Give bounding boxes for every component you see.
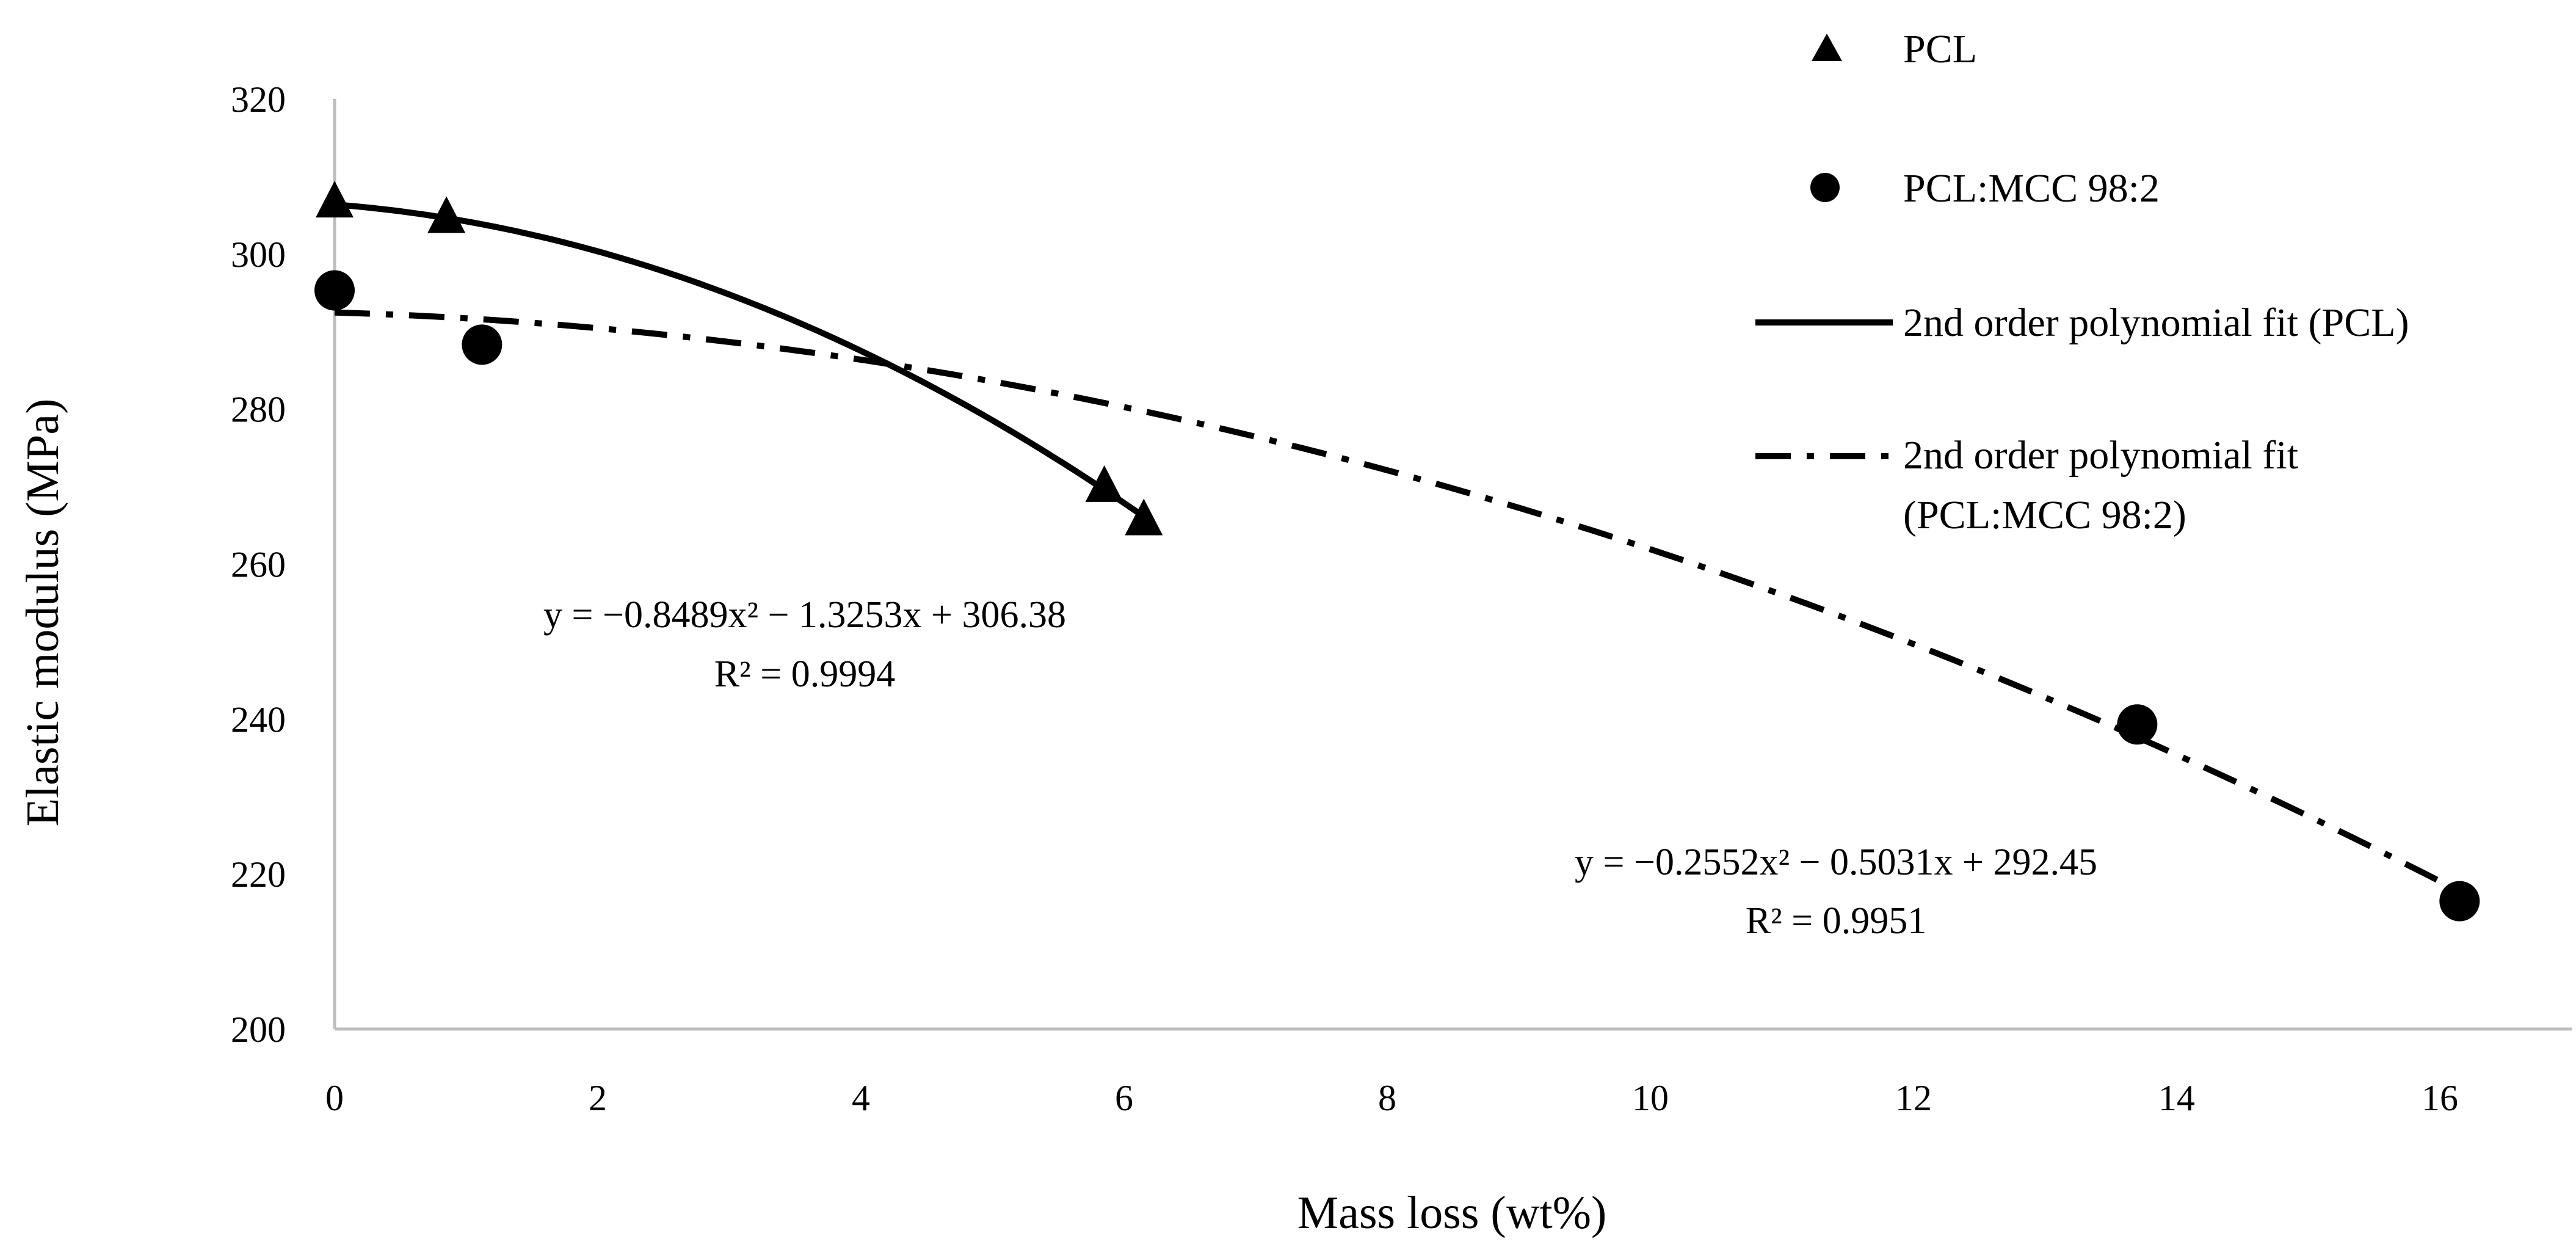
fit-line-pcl bbox=[334, 201, 1146, 519]
y-tick-label: 320 bbox=[231, 79, 286, 120]
fit-r2-text: R² = 0.9994 bbox=[714, 653, 895, 695]
y-tick-label: 300 bbox=[231, 235, 286, 275]
x-tick-label: 10 bbox=[1632, 1078, 1669, 1118]
legend-label-fit-pcl-mcc-line2: (PCL:MCC 98:2) bbox=[1903, 493, 2186, 537]
legend-label-fit-pcl-mcc: 2nd order polynomial fit bbox=[1903, 433, 2298, 478]
y-axis-title: Elastic modulus (MPa) bbox=[17, 399, 68, 827]
data-point-pcl bbox=[427, 196, 466, 233]
data-point-pcl bbox=[1125, 498, 1163, 536]
x-tick-label: 2 bbox=[589, 1078, 607, 1118]
y-tick-label: 220 bbox=[231, 854, 286, 895]
x-tick-label: 4 bbox=[852, 1078, 870, 1118]
fit-r2-text: R² = 0.9951 bbox=[1746, 900, 1926, 942]
legend: PCL PCL:MCC 98:2 2nd order polynomial fi… bbox=[1755, 27, 2409, 537]
fit-equation-text: y = −0.8489x² − 1.3253x + 306.38 bbox=[543, 594, 1066, 636]
x-axis-title: Mass loss (wt%) bbox=[1297, 1187, 1607, 1239]
y-tick-labels: 200 220 240 260 280 300 320 bbox=[231, 79, 286, 1050]
fit-lines bbox=[334, 201, 2461, 895]
x-tick-label: 8 bbox=[1378, 1078, 1396, 1118]
x-tick-label: 6 bbox=[1115, 1078, 1133, 1118]
legend-label-fit-pcl: 2nd order polynomial fit (PCL) bbox=[1903, 300, 2409, 345]
data-point-pcl-mcc bbox=[2439, 881, 2480, 922]
data-point-pcl bbox=[1085, 465, 1123, 502]
data-markers bbox=[314, 181, 2480, 922]
fit-equation-pcl-mcc: y = −0.2552x² − 0.5031x + 292.45 R² = 0.… bbox=[1575, 842, 2097, 942]
x-tick-label: 0 bbox=[325, 1078, 344, 1118]
data-point-pcl-mcc bbox=[314, 270, 355, 311]
y-tick-label: 280 bbox=[231, 390, 286, 430]
x-tick-label: 14 bbox=[2158, 1078, 2195, 1118]
fit-line-pcl-mcc bbox=[334, 309, 2461, 895]
legend-marker-circle bbox=[1810, 173, 1840, 202]
y-tick-label: 200 bbox=[231, 1009, 286, 1050]
legend-label-pcl: PCL bbox=[1903, 27, 1977, 71]
legend-label-pcl-mcc: PCL:MCC 98:2 bbox=[1903, 166, 2160, 211]
data-point-pcl-mcc bbox=[2117, 704, 2158, 745]
legend-marker-triangle bbox=[1812, 34, 1842, 61]
data-point-pcl bbox=[316, 181, 354, 218]
y-tick-label: 260 bbox=[231, 545, 286, 585]
fit-equation-text: y = −0.2552x² − 0.5031x + 292.45 bbox=[1575, 842, 2097, 883]
fit-equation-pcl: y = −0.8489x² − 1.3253x + 306.38 R² = 0.… bbox=[543, 594, 1066, 695]
x-tick-label: 16 bbox=[2422, 1078, 2458, 1118]
data-point-pcl-mcc bbox=[462, 324, 503, 365]
y-tick-label: 240 bbox=[231, 699, 286, 740]
x-tick-label: 12 bbox=[1895, 1078, 1932, 1118]
axes bbox=[333, 99, 2572, 1031]
x-tick-labels: 0 2 4 6 8 10 12 14 16 bbox=[325, 1078, 2458, 1118]
